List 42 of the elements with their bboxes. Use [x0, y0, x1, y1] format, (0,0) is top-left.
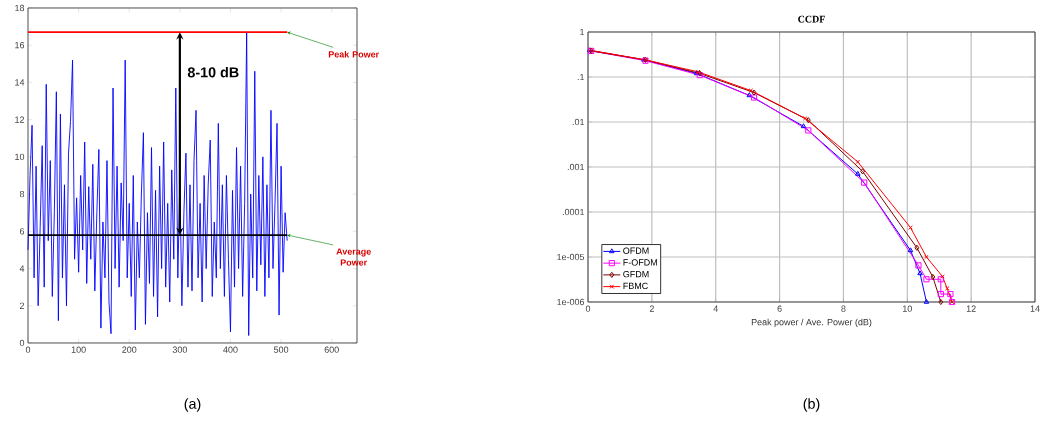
x-tick-label: 0 [25, 346, 31, 353]
annotation: 8-10 dB [187, 66, 239, 78]
text: Average Power [336, 248, 371, 266]
x-tick-label: 10 [903, 305, 912, 312]
x-tick-label: 500 [273, 346, 289, 353]
y-tick-label: 1e-005 [557, 253, 585, 261]
y-tick-label: 18 [15, 4, 25, 12]
legend-label: FBMC [623, 282, 648, 290]
y-tick-label: 1 [580, 28, 585, 36]
legend-label: F-OFDM [623, 259, 657, 266]
x-tick-label: 8 [841, 305, 846, 312]
y-tick-label: 1e-006 [557, 298, 585, 306]
x-tick-label: 0 [585, 305, 591, 312]
x-axis-title: Peak power / Ave. Power (dB) [751, 318, 872, 328]
x-tick-label: 12 [966, 305, 976, 312]
y-tick-label: 8 [19, 190, 25, 198]
x-tick-label: 100 [71, 346, 86, 353]
x-tick-label: 300 [172, 346, 187, 353]
y-tick-label: 12 [15, 116, 25, 123]
y-tick-label: 10 [15, 153, 25, 161]
x-tick-label: 200 [122, 346, 137, 353]
chart-title: CCDF [798, 15, 825, 23]
text: Peak Power [328, 50, 379, 58]
y-tick-label: 14 [15, 79, 25, 86]
y-tick-label: .1 [577, 73, 585, 81]
x-tick-label: 6 [777, 305, 782, 312]
x-tick-label: 14 [1030, 305, 1040, 312]
y-tick-label: 6 [19, 228, 25, 235]
legend-label: OFDM [623, 247, 649, 254]
x-tick-label: 4 [713, 305, 718, 312]
legend-label: GFDM [623, 271, 649, 278]
y-tick-label: 4 [19, 265, 25, 272]
y-tick-label: 0 [19, 339, 25, 347]
text: (a) [184, 398, 201, 412]
x-tick-label: 2 [649, 305, 654, 312]
x-tick-label: 400 [223, 346, 238, 353]
y-tick-label: .01 [572, 118, 585, 126]
y-tick-label: .001 [567, 163, 585, 171]
x-tick-label: 600 [324, 346, 339, 353]
text: (b) [803, 398, 820, 412]
y-tick-label: .0001 [562, 208, 585, 216]
y-tick-label: 16 [15, 42, 25, 49]
